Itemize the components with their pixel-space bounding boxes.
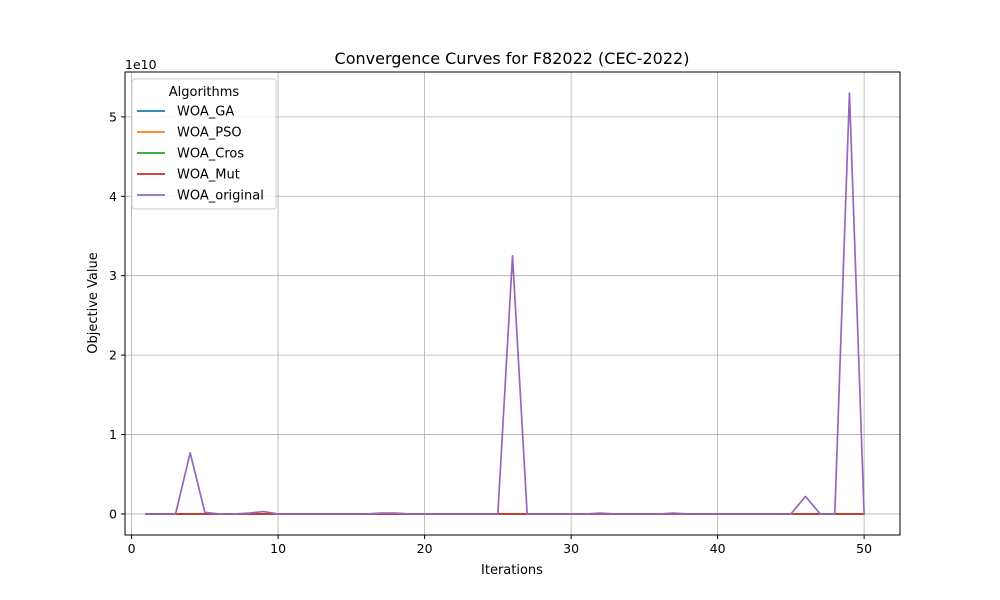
x-tick-label: 50 <box>856 541 872 556</box>
x-axis-label: Iterations <box>481 563 543 578</box>
x-tick-label: 20 <box>417 541 433 556</box>
series-layer <box>145 92 865 515</box>
y-tick-label: 1 <box>109 427 117 442</box>
legend-box <box>131 78 277 210</box>
axis-ticks: 0 10 20 30 40 50 0 1 2 3 4 5 <box>109 109 872 556</box>
x-tick-label: 30 <box>563 541 579 556</box>
x-tick-label: 0 <box>128 541 136 556</box>
legend-label: WOA_Mut <box>177 168 240 183</box>
y-tick-label: 2 <box>109 348 117 363</box>
legend: Algorithms WOA_GAWOA_PSOWOA_CrosWOA_MutW… <box>131 78 277 210</box>
x-tick-label: 10 <box>270 541 286 556</box>
y-tick-label: 5 <box>109 109 117 124</box>
chart-title: Convergence Curves for F82022 (CEC-2022) <box>335 49 690 68</box>
legend-label: WOA_GA <box>177 105 234 120</box>
legend-label: WOA_PSO <box>177 126 242 141</box>
y-axis-multiplier: 1e10 <box>125 57 157 72</box>
legend-title: Algorithms <box>169 85 240 100</box>
series-line-woa-original <box>145 92 865 515</box>
legend-entries: WOA_GA WOA_PSO WOA_Cros WOA_Mut WOA_original <box>137 105 264 204</box>
x-tick-label: 40 <box>710 541 726 556</box>
y-tick-label: 3 <box>109 268 117 283</box>
legend-label: WOA_Cros <box>177 147 244 162</box>
y-axis-label: Objective Value <box>86 252 101 353</box>
y-tick-label: 4 <box>109 189 117 204</box>
plot-area-frame <box>124 71 901 536</box>
legend-label: WOA_original <box>177 189 264 204</box>
y-tick-label: 0 <box>109 506 117 521</box>
